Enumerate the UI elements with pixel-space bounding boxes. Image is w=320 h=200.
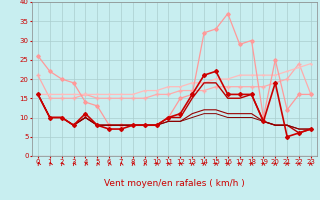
X-axis label: Vent moyen/en rafales ( km/h ): Vent moyen/en rafales ( km/h ) bbox=[104, 179, 245, 188]
